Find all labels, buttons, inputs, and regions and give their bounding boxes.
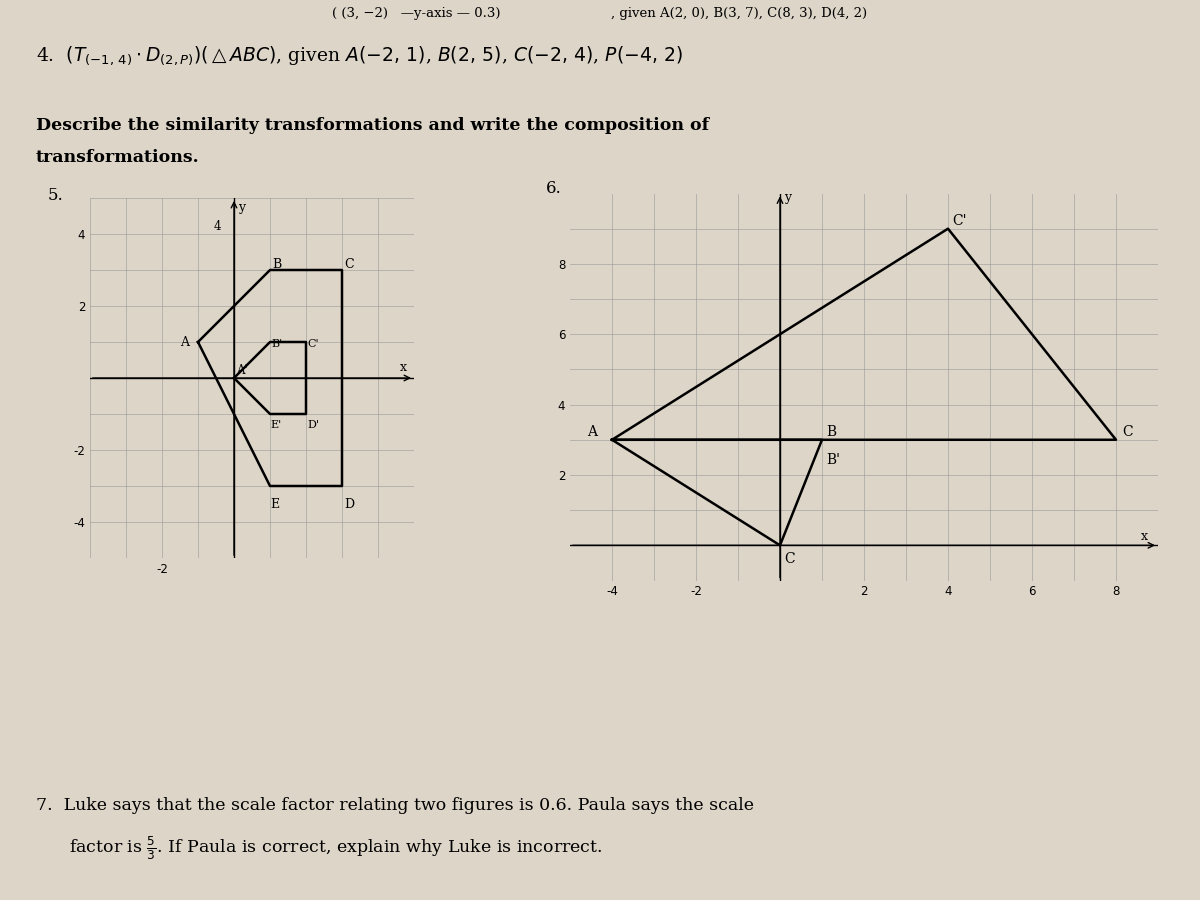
Text: B': B' — [272, 339, 283, 349]
Text: A': A' — [236, 364, 247, 377]
Text: C: C — [785, 552, 794, 566]
Text: C: C — [344, 258, 354, 271]
Text: ( (3, −2)   —y-axis — 0.3)                          , given A(2, 0), B(3, 7), C(: ( (3, −2) —y-axis — 0.3) , given A(2, 0)… — [332, 7, 868, 20]
Text: x: x — [400, 361, 407, 374]
Text: x: x — [1141, 530, 1148, 543]
Text: y: y — [238, 201, 245, 213]
Text: E': E' — [270, 420, 281, 430]
Text: C': C' — [308, 339, 319, 349]
Text: B: B — [827, 426, 836, 439]
Text: A: A — [180, 336, 190, 348]
Text: 4.  $(T_{(-1,\,4)} \cdot D_{(2,P)})(\triangle ABC)$, given $A(-2,\,1)$, $B(2,\,5: 4. $(T_{(-1,\,4)} \cdot D_{(2,P)})(\tria… — [36, 45, 684, 68]
Text: 6.: 6. — [546, 180, 562, 197]
Text: y: y — [785, 191, 791, 203]
Text: 4: 4 — [214, 220, 222, 233]
Text: A: A — [587, 426, 596, 439]
Text: C: C — [1122, 426, 1133, 439]
Text: C': C' — [953, 214, 967, 229]
Text: D': D' — [308, 420, 320, 430]
Text: E: E — [270, 498, 280, 510]
Text: factor is $\frac{5}{3}$. If Paula is correct, explain why Luke is incorrect.: factor is $\frac{5}{3}$. If Paula is cor… — [36, 834, 602, 862]
Text: D: D — [344, 498, 354, 510]
Text: B': B' — [827, 454, 840, 467]
Text: B: B — [272, 258, 281, 271]
Text: 5.: 5. — [48, 187, 64, 204]
Text: 7.  Luke says that the scale factor relating two figures is 0.6. Paula says the : 7. Luke says that the scale factor relat… — [36, 796, 754, 814]
Text: Describe the similarity transformations and write the composition of: Describe the similarity transformations … — [36, 117, 709, 134]
Text: transformations.: transformations. — [36, 148, 199, 166]
